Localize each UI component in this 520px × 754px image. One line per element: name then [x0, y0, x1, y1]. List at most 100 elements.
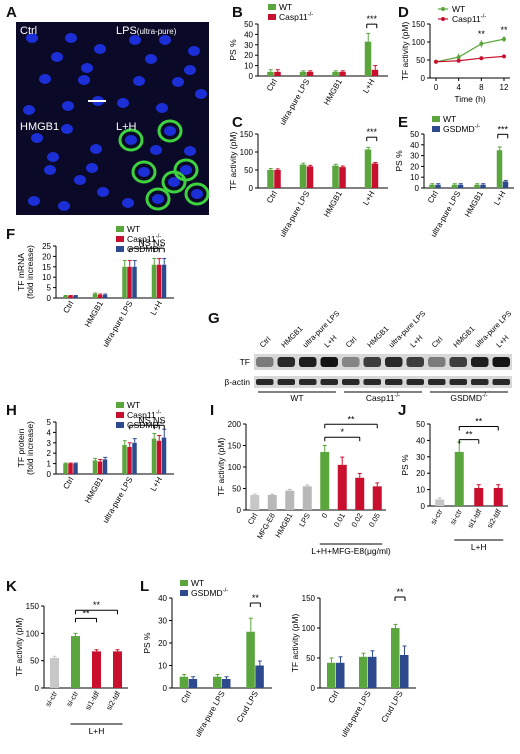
- legend-marker: [441, 7, 445, 11]
- y-tick-label: 50: [410, 130, 419, 139]
- micrograph-image: [16, 118, 113, 215]
- lane-label: ultra-pure LPS: [387, 309, 428, 350]
- bar: [92, 293, 98, 298]
- bar: [68, 463, 73, 474]
- category-label: 0: [320, 512, 330, 520]
- legend-label: GSDMD-/-: [127, 420, 164, 430]
- legend-swatch: [116, 412, 124, 418]
- bar: [122, 266, 127, 298]
- y-tick-label: 0: [47, 294, 52, 303]
- bar: [332, 165, 339, 188]
- micrograph-image: [16, 22, 113, 119]
- lane-label: L+H: [408, 333, 424, 349]
- significance-label: **: [82, 608, 90, 618]
- significance-label: ***: [497, 124, 508, 134]
- bar: [400, 655, 409, 688]
- bar: [371, 163, 379, 188]
- actin-band: [428, 379, 446, 385]
- category-label: si-ctr: [429, 507, 445, 526]
- chart-panel-L-ps: 0 10 20 30 40 PS % Ctrl ultra-pure LPS Crud LPS *…: [142, 578, 272, 739]
- nucleus: [188, 46, 200, 56]
- legend-swatch: [268, 14, 276, 20]
- bar: [161, 437, 167, 474]
- bar: [493, 487, 503, 506]
- bar: [435, 184, 441, 188]
- tf-band: [299, 357, 317, 367]
- bar: [372, 486, 382, 510]
- lane-label: L+H: [322, 333, 338, 349]
- bar: [127, 266, 132, 298]
- bar: [359, 656, 368, 688]
- legend-label-sup: -/-: [481, 14, 487, 20]
- legend-label-main: WT: [443, 114, 456, 124]
- bar: [71, 636, 80, 688]
- membrane-stain: [173, 158, 199, 182]
- legend-swatch: [116, 226, 124, 232]
- y-tick-label: 5: [47, 284, 52, 293]
- bar: [474, 487, 484, 506]
- legend-label: WT: [279, 2, 292, 12]
- category-label: Ctrl: [61, 299, 75, 314]
- actin-band: [471, 379, 489, 385]
- legend-label: WT: [452, 4, 465, 14]
- bar: [267, 170, 274, 188]
- significance-label: ***: [366, 127, 377, 137]
- actin-band: [342, 379, 360, 385]
- group-label: Casp11-/-: [366, 393, 400, 403]
- category-label: si1-tdf: [465, 507, 483, 530]
- nucleus: [81, 63, 93, 73]
- nucleus: [39, 74, 51, 84]
- category-label: L+H: [361, 189, 376, 207]
- actin-band: [299, 379, 317, 385]
- actin-band: [256, 379, 274, 385]
- bar: [68, 295, 73, 298]
- micrograph-lps: LPS(ultra-pure): [112, 22, 209, 119]
- category-label: si2-tdf: [485, 507, 503, 530]
- category-label: L+H: [149, 475, 164, 493]
- nucleus: [195, 89, 207, 99]
- nucleus: [129, 35, 141, 45]
- y-tick-label: 30: [410, 152, 419, 161]
- bar: [161, 264, 167, 298]
- group-label-main: Casp11: [366, 393, 395, 403]
- bar: [73, 295, 78, 298]
- nucleus: [180, 165, 192, 175]
- data-point: [502, 37, 506, 42]
- legend-label-sup: -/-: [159, 244, 165, 250]
- nucleus: [44, 165, 56, 175]
- bar: [480, 184, 486, 188]
- nucleus: [150, 145, 162, 155]
- y-tick-label: 0: [311, 684, 316, 693]
- data-point: [479, 41, 484, 46]
- legend-label: WT: [191, 578, 204, 588]
- legend-label-main: WT: [191, 578, 204, 588]
- membrane-stain: [157, 119, 183, 143]
- bar: [127, 446, 132, 474]
- legend-label: WT: [443, 114, 456, 124]
- panel-letter-A: A: [6, 4, 17, 21]
- y-tick-label: 150: [412, 20, 426, 29]
- legend-swatch: [116, 402, 124, 408]
- panel-letter-K: K: [6, 578, 17, 595]
- legend-swatch: [116, 246, 124, 252]
- bar: [274, 71, 281, 76]
- y-tick-label: 150: [240, 130, 254, 139]
- category-label: ultra-pure LPS: [101, 300, 135, 349]
- x-tick-label: 4: [456, 83, 461, 92]
- tf-band: [428, 357, 446, 367]
- y-tick-label: 4: [47, 428, 52, 437]
- panel-letter-L: L: [140, 578, 150, 595]
- legend-label-main: GSDMD: [443, 124, 475, 134]
- bar: [299, 164, 307, 188]
- bar: [92, 651, 101, 688]
- bar: [50, 657, 59, 688]
- y-tick-label: 0: [421, 74, 426, 83]
- lane-label: Ctrl: [258, 335, 273, 350]
- y-tick-label: 3: [47, 439, 52, 448]
- bar: [355, 477, 365, 510]
- y-axis-label: TF activity (pM): [14, 618, 24, 677]
- micrograph-label-sub: (ultra-pure): [136, 27, 177, 36]
- nucleus: [117, 98, 129, 108]
